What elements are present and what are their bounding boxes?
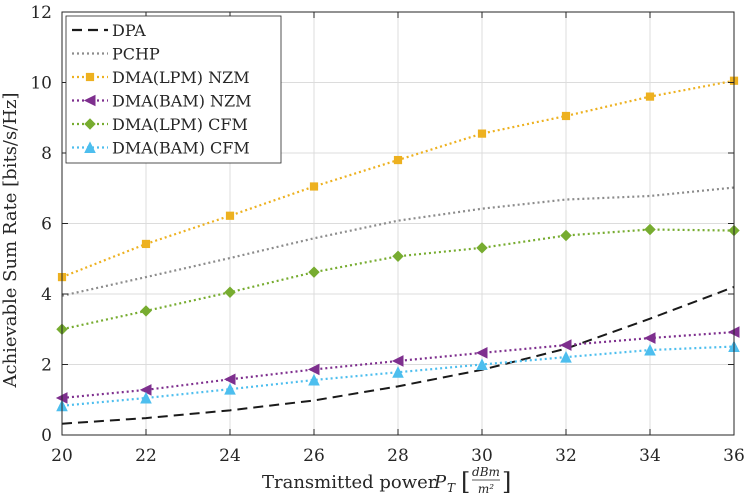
data-point xyxy=(392,366,404,378)
x-axis-label-subscript: T xyxy=(447,481,456,495)
x-tick-label: 30 xyxy=(471,446,493,466)
data-point xyxy=(559,339,572,351)
legend-label: DPA xyxy=(112,21,146,40)
data-point xyxy=(476,242,488,254)
data-point xyxy=(140,305,152,317)
data-point xyxy=(643,332,656,344)
data-point xyxy=(561,111,571,121)
x-tick-label: 22 xyxy=(135,446,157,466)
data-point xyxy=(309,182,319,191)
series-layer xyxy=(55,76,740,425)
y-tick-label: 4 xyxy=(41,285,52,305)
legend-box xyxy=(65,15,282,164)
y-tick-label: 2 xyxy=(41,356,52,376)
x-tick-label: 20 xyxy=(51,446,73,466)
x-axis-label-close-bracket: ] xyxy=(502,468,511,495)
y-tick-label: 6 xyxy=(41,215,52,235)
x-axis-label-numerator: dBm xyxy=(472,465,500,479)
legend-label: DMA(BAM) CFM xyxy=(112,139,250,158)
legend-marker xyxy=(83,94,96,107)
data-point xyxy=(560,350,572,363)
x-tick-label: 36 xyxy=(723,446,745,466)
y-axis-label: Achievable Sum Rate [bits/s/Hz] xyxy=(0,93,21,389)
data-point xyxy=(141,239,151,249)
legend-label: DMA(BAM) NZM xyxy=(112,92,252,111)
data-point xyxy=(475,347,488,359)
data-point xyxy=(225,211,235,220)
series-0 xyxy=(61,286,735,425)
data-point xyxy=(140,391,152,404)
data-point xyxy=(308,373,320,386)
series-line xyxy=(61,286,735,425)
data-point xyxy=(477,129,487,138)
data-point xyxy=(391,355,404,367)
x-axis-label-open-bracket: [ xyxy=(461,468,470,495)
data-point xyxy=(645,92,655,101)
data-point xyxy=(476,358,488,370)
x-tick-label: 34 xyxy=(639,446,661,466)
x-tick-label: 28 xyxy=(387,446,409,466)
data-point xyxy=(308,266,320,278)
series-3 xyxy=(55,326,740,404)
legend-marker xyxy=(85,72,95,82)
legend-marker xyxy=(84,118,96,130)
legend: DPA PCHP DMA(LPM) NZM DMA(BAM) NZM DMA(LPM) … xyxy=(65,15,282,164)
x-tick-label: 26 xyxy=(303,446,325,466)
x-tick-label: 24 xyxy=(219,446,241,466)
data-point xyxy=(392,250,404,262)
legend-label: DMA(LPM) CFM xyxy=(112,115,248,134)
data-point xyxy=(644,343,656,356)
data-point xyxy=(393,155,403,165)
data-point xyxy=(307,363,320,376)
data-point xyxy=(224,286,236,298)
legend-label: PCHP xyxy=(112,45,160,64)
legend-label: DMA(LPM) NZM xyxy=(112,68,250,87)
y-tick-label: 8 xyxy=(41,144,52,164)
data-point xyxy=(644,223,656,236)
legend-marker xyxy=(84,141,96,153)
x-axis-label-denominator: m² xyxy=(478,482,494,495)
x-axis-label: Transmitted power P T [ dBm m² ] xyxy=(262,465,511,495)
x-tick-label: 32 xyxy=(555,446,577,466)
data-point xyxy=(560,229,572,242)
x-axis-label-variable: P xyxy=(433,472,447,493)
y-tick-label: 10 xyxy=(30,74,52,94)
y-tick-label: 12 xyxy=(30,3,52,23)
data-point xyxy=(224,383,236,395)
x-axis-label-text: Transmitted power xyxy=(262,472,437,493)
data-point xyxy=(223,373,236,386)
y-tick-label: 0 xyxy=(41,426,52,446)
